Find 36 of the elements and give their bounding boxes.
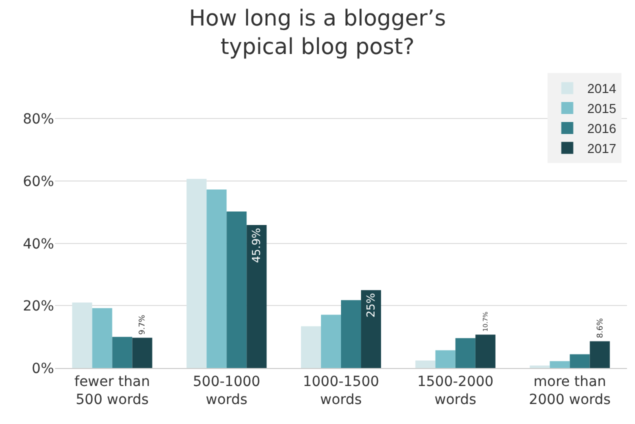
chart-title: How long is a blogger’s typical blog post?	[188, 6, 446, 60]
bar	[226, 212, 247, 368]
y-tick-label: 60%	[22, 174, 54, 190]
bar	[590, 341, 610, 368]
bar	[361, 290, 382, 368]
x-tick-label: 1000-1500 words	[302, 374, 380, 408]
bar	[186, 178, 207, 368]
bar	[570, 354, 590, 368]
bar	[320, 314, 341, 368]
x-tick-label: more than 2000 words	[528, 374, 611, 408]
bar	[132, 338, 152, 368]
bar	[415, 360, 436, 368]
bar	[435, 350, 456, 368]
legend-label: 2014	[587, 81, 616, 96]
y-tick-label: 40%	[22, 236, 54, 252]
data-label: 45.9%	[250, 228, 264, 263]
bar	[455, 338, 476, 368]
legend-label: 2015	[587, 101, 616, 116]
bar	[475, 334, 496, 368]
y-tick-label: 80%	[22, 112, 54, 128]
legend-label: 2016	[587, 121, 616, 136]
y-tick-label: 0%	[32, 360, 54, 377]
data-label: 25%	[364, 293, 378, 318]
bar	[246, 224, 267, 368]
bar	[92, 308, 112, 368]
legend-label: 2017	[587, 140, 616, 156]
bar	[300, 326, 321, 368]
bar	[550, 361, 570, 368]
x-tick-label: 1500-2000 words	[417, 374, 494, 408]
bar	[72, 302, 92, 368]
bar	[112, 336, 132, 368]
bar	[206, 189, 227, 368]
x-tick-label: fewer than 500 words	[74, 374, 150, 408]
bar	[341, 300, 362, 368]
y-tick-label: 20%	[22, 298, 54, 315]
x-tick-label: 500-1000 words	[192, 374, 260, 408]
